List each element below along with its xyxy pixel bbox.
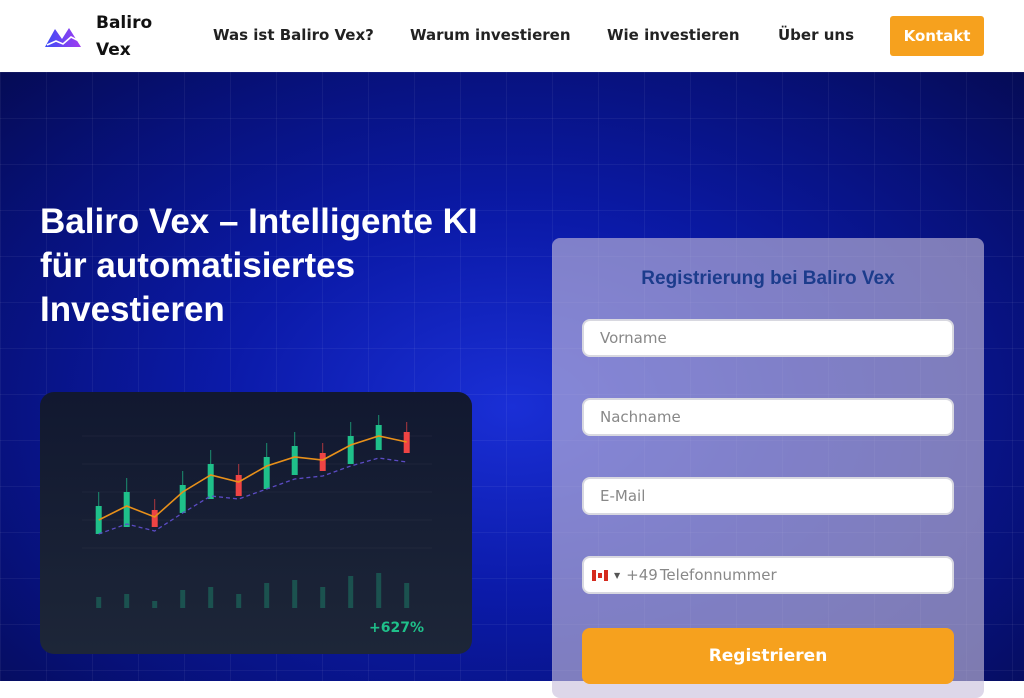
candlestick-graphic — [82, 415, 432, 608]
canada-flag-icon[interactable] — [592, 569, 608, 581]
nav-warum[interactable]: Warum investieren — [410, 26, 571, 44]
placeholder: E-Mail — [600, 487, 646, 505]
chevron-down-icon[interactable]: ▼ — [614, 570, 621, 580]
candle-body — [207, 464, 214, 499]
email-input[interactable]: E-Mail — [582, 477, 954, 515]
volume-bar — [348, 576, 354, 608]
logo[interactable]: Baliro Vex — [45, 10, 166, 64]
candle-body — [347, 436, 354, 464]
candle-body — [179, 485, 186, 513]
candle-body — [123, 492, 130, 527]
candle-body — [263, 457, 270, 489]
nav-ueber-uns[interactable]: Über uns — [778, 26, 854, 44]
placeholder: Nachname — [600, 408, 681, 426]
top-nav: Baliro Vex Was ist Baliro Vex? Warum inv… — [0, 0, 1024, 72]
candle-body — [319, 453, 326, 471]
candle-body — [375, 425, 382, 450]
first-name-input[interactable]: Vorname — [582, 319, 954, 357]
volume-bar — [404, 583, 410, 608]
candle-body — [95, 506, 102, 534]
placeholder: Telefonnummer — [659, 566, 777, 584]
last-name-input[interactable]: Nachname — [582, 398, 954, 436]
placeholder: Vorname — [600, 329, 667, 347]
candle-body — [403, 432, 410, 453]
gain-label: +627% — [369, 620, 424, 636]
nav-wie[interactable]: Wie investieren — [607, 26, 740, 44]
contact-button[interactable]: Kontakt — [890, 16, 984, 56]
mountain-logo-icon — [45, 28, 81, 47]
registration-form: Registrierung bei Baliro Vex Vorname Nac… — [552, 238, 984, 698]
phone-input[interactable]: ▼ +49 Telefonnummer — [582, 556, 954, 594]
trend-dashed-line — [98, 457, 407, 535]
candle-body — [151, 510, 158, 527]
phone-code: +49 — [626, 566, 658, 584]
volume-bar — [208, 587, 214, 608]
volume-bar — [264, 583, 270, 608]
candle-body — [291, 446, 298, 475]
brand-name: Baliro Vex — [96, 13, 153, 60]
trend-line — [98, 435, 407, 521]
chart-illustration: +627% — [40, 392, 472, 654]
volume-bar — [292, 580, 298, 608]
volume-bar — [376, 573, 382, 608]
volume-bar — [320, 587, 326, 608]
nav-was-ist[interactable]: Was ist Baliro Vex? — [213, 26, 374, 44]
volume-bar — [152, 601, 158, 608]
register-button[interactable]: Registrieren — [582, 628, 954, 684]
volume-bar — [124, 594, 130, 608]
form-title: Registrierung bei Baliro Vex — [641, 268, 895, 289]
hero-title: Baliro Vex – Intelligente KI für automat… — [40, 202, 478, 329]
volume-bar — [236, 594, 242, 608]
volume-bar — [96, 597, 102, 608]
volume-bar — [180, 590, 186, 608]
candle-body — [235, 475, 242, 496]
